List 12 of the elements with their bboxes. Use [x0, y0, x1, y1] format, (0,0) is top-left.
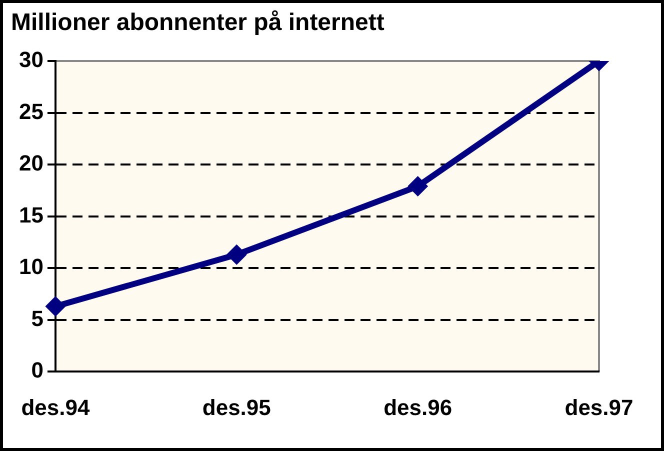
- chart-title: Millioner abonnenter på internett: [11, 9, 384, 37]
- y-tick-label: 0: [31, 358, 44, 383]
- y-tick-label: 30: [18, 47, 44, 72]
- y-tick-label: 20: [18, 150, 44, 176]
- x-tick-label: des.94: [21, 394, 90, 420]
- y-tick-label: 25: [18, 98, 44, 124]
- y-tick-label: 10: [18, 254, 44, 280]
- y-tick-label: 15: [18, 202, 44, 228]
- x-tick-label: des.95: [202, 394, 271, 420]
- x-tick-label: des.96: [384, 394, 452, 420]
- y-tick-label: 5: [31, 306, 44, 331]
- x-tick-label: des.97: [564, 394, 634, 420]
